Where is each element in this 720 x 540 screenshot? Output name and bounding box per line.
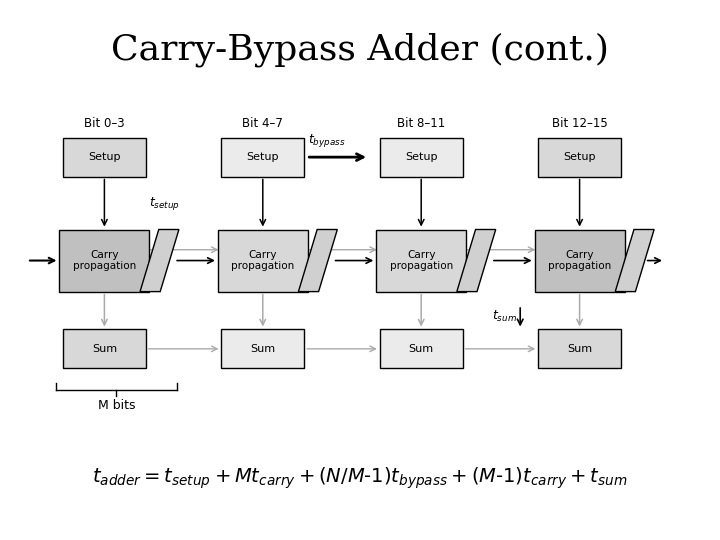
Text: $t_{adder} = t_{setup} + Mt_{carry} + (N/M\text{-}1)t_{bypass} + (M\text{-}1)t_{: $t_{adder} = t_{setup} + Mt_{carry} + (N… — [92, 465, 628, 491]
Text: $t_{setup}$: $t_{setup}$ — [150, 194, 181, 212]
Text: Sum: Sum — [567, 344, 592, 354]
Text: Bit 4–7: Bit 4–7 — [243, 117, 283, 130]
Text: Setup: Setup — [405, 152, 438, 162]
Text: $t_{sum}$: $t_{sum}$ — [492, 309, 517, 324]
Polygon shape — [140, 230, 179, 292]
Text: Carry
propagation: Carry propagation — [73, 249, 136, 271]
Text: M bits: M bits — [97, 399, 135, 412]
Text: Setup: Setup — [246, 152, 279, 162]
Bar — [539, 329, 621, 368]
Text: Sum: Sum — [409, 344, 433, 354]
Bar — [539, 138, 621, 177]
Text: Sum: Sum — [92, 344, 117, 354]
Text: Bit 0–3: Bit 0–3 — [84, 117, 125, 130]
Bar — [217, 230, 307, 292]
Text: Carry-Bypass Adder (cont.): Carry-Bypass Adder (cont.) — [111, 32, 609, 67]
Polygon shape — [456, 230, 496, 292]
Text: Bit 8–11: Bit 8–11 — [397, 117, 446, 130]
Text: Carry
propagation: Carry propagation — [548, 249, 611, 271]
Bar — [63, 329, 145, 368]
Bar — [59, 230, 150, 292]
Bar — [63, 138, 145, 177]
Bar — [222, 138, 304, 177]
Bar — [376, 230, 467, 292]
Text: Setup: Setup — [563, 152, 596, 162]
Text: Bit 12–15: Bit 12–15 — [552, 117, 608, 130]
Bar — [534, 230, 625, 292]
Text: Sum: Sum — [251, 344, 275, 354]
Polygon shape — [615, 230, 654, 292]
Bar — [222, 329, 304, 368]
Bar — [380, 138, 462, 177]
Bar — [380, 329, 462, 368]
Polygon shape — [299, 230, 337, 292]
Text: $t_{bypass}$: $t_{bypass}$ — [308, 132, 346, 149]
Text: Setup: Setup — [88, 152, 121, 162]
Text: Carry
propagation: Carry propagation — [231, 249, 294, 271]
Text: Carry
propagation: Carry propagation — [390, 249, 453, 271]
